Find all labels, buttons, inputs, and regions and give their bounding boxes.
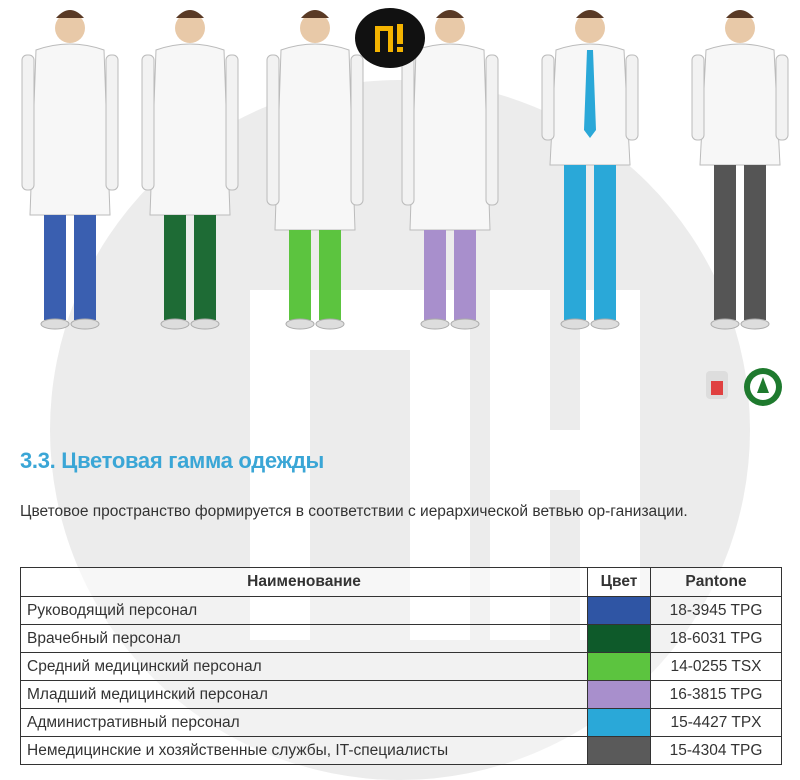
color-table: Наименование Цвет Pantone Руководящий пе… — [20, 567, 782, 765]
color-swatch — [587, 652, 651, 681]
header-color: Цвет — [587, 567, 651, 597]
figure-5 — [541, 10, 639, 330]
row-name: Немедицинские и хозяйственные службы, IT… — [20, 736, 588, 765]
row-name: Административный персонал — [20, 708, 588, 737]
publisher-logo — [355, 8, 425, 68]
row-name: Средний медицинский персонал — [20, 652, 588, 681]
color-swatch — [587, 708, 651, 737]
header-name: Наименование — [20, 567, 588, 597]
table-header-row: Наименование Цвет Pantone — [20, 567, 782, 597]
color-swatch — [587, 596, 651, 625]
figure-1 — [21, 10, 119, 330]
color-swatch — [587, 624, 651, 653]
color-swatch — [587, 736, 651, 765]
row-pantone: 15-4427 TPX — [650, 708, 782, 737]
row-pantone: 16-3815 TPG — [650, 680, 782, 709]
logo-mark-icon — [375, 24, 403, 52]
row-pantone: 18-6031 TPG — [650, 624, 782, 653]
figure-2 — [141, 10, 239, 330]
table-row: Руководящий персонал 18-3945 TPG — [20, 596, 782, 625]
table-row: Младший медицинский персонал 16-3815 TPG — [20, 680, 782, 709]
row-name: Врачебный персонал — [20, 624, 588, 653]
color-swatch — [587, 680, 651, 709]
row-pantone: 15-4304 TPG — [650, 736, 782, 765]
ministry-emblem-icon — [706, 371, 728, 399]
figure-3 — [266, 10, 364, 330]
sanitary-emblem-icon — [744, 368, 782, 406]
section-title: 3.3. Цветовая гамма одежды — [20, 448, 325, 473]
emblems — [706, 368, 782, 406]
row-name: Младший медицинский персонал — [20, 680, 588, 709]
section-description: Цветовое пространство формируется в соот… — [20, 503, 688, 520]
row-pantone: 14-0255 TSX — [650, 652, 782, 681]
table-row: Врачебный персонал 18-6031 TPG — [20, 624, 782, 653]
uniform-figures — [21, 10, 789, 330]
figure-4 — [401, 10, 499, 330]
table-row: Средний медицинский персонал 14-0255 TSX — [20, 652, 782, 681]
row-pantone: 18-3945 TPG — [650, 596, 782, 625]
row-name: Руководящий персонал — [20, 596, 588, 625]
table-row: Немедицинские и хозяйственные службы, IT… — [20, 736, 782, 765]
watermark-letters — [250, 290, 640, 640]
header-pantone: Pantone — [650, 567, 782, 597]
figure-6 — [691, 10, 789, 330]
table-row: Административный персонал 15-4427 TPX — [20, 708, 782, 737]
